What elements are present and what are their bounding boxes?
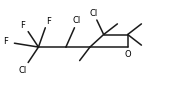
Text: Cl: Cl xyxy=(19,66,27,75)
Text: Cl: Cl xyxy=(72,15,80,24)
Text: Cl: Cl xyxy=(89,9,98,18)
Text: F: F xyxy=(46,17,51,26)
Text: F: F xyxy=(21,21,25,30)
Text: F: F xyxy=(3,37,8,46)
Text: O: O xyxy=(124,50,131,59)
